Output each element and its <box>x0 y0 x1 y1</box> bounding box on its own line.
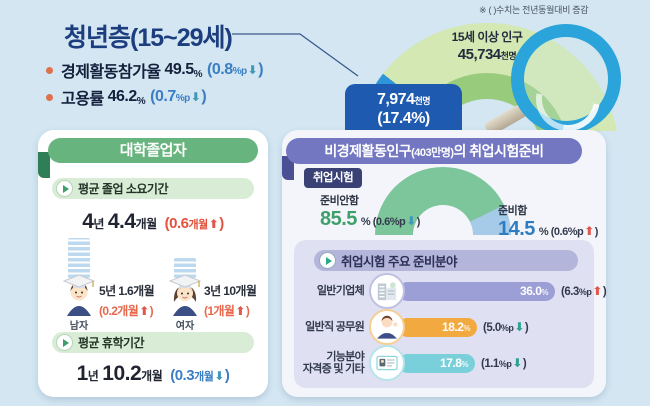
stat-change: (0.8%p⬇) <box>207 61 264 78</box>
not-preparing-stat: 준비안함 85.5 % (0.6%p⬇) <box>320 195 420 230</box>
youth-count-callout: 7,974천명 (17.4%) <box>345 84 462 131</box>
population-total-label: 15세 이상 인구 45,734천명 <box>407 28 567 63</box>
female-label: 여자 <box>175 321 195 332</box>
page-title: 청년층(15~29세) <box>64 24 233 52</box>
leave-duration-value: 1년 10.2개월 (0.3개월⬇) <box>76 362 230 385</box>
stat-participation-rate: 경제활동참가율 49.5 % (0.8%p⬇) <box>46 58 263 82</box>
male-duration-stack <box>68 238 90 278</box>
up-arrow-icon: ⬆ <box>235 304 245 318</box>
stat-value: 46.2 <box>107 88 138 105</box>
down-arrow-icon: ⬇ <box>247 63 258 77</box>
play-icon <box>57 181 72 196</box>
title-connector-line <box>232 33 359 77</box>
graduation-duration-value: 4년 4.4개월 (0.6개월⬆) <box>82 210 225 233</box>
section-label: 평균 휴학기간 <box>78 336 145 350</box>
bullet-icon <box>46 93 53 101</box>
up-arrow-icon: ⬆ <box>208 217 219 231</box>
population-donut-area: 15세 이상 인구 45,734천명 7,974천명 (17.4%) <box>0 0 650 131</box>
field-change: (6.3%p⬆) <box>561 284 607 298</box>
female-graduate-icon <box>168 274 202 316</box>
change-value: (0.3개월⬇) <box>170 367 230 384</box>
graduates-panel-title: 대학졸업자 <box>48 138 258 163</box>
stat-label: 경제활동참가율 <box>61 64 161 81</box>
preparing-stat: 준비함 14.5 % (0.6%p⬆) <box>498 205 598 240</box>
header-fold <box>38 152 50 178</box>
male-label: 남자 <box>69 321 89 332</box>
down-arrow-icon: ⬇ <box>406 214 416 228</box>
change-value: (0.6개월⬆) <box>164 215 225 232</box>
civil-servant-icon <box>369 309 405 345</box>
license-icon <box>369 345 405 381</box>
female-duration-stack <box>174 258 196 278</box>
up-arrow-icon: ⬆ <box>139 304 149 318</box>
field-label: 일반기업체 <box>316 285 365 297</box>
section-leave-duration: 평균 휴학기간 <box>52 332 254 353</box>
down-arrow-icon: ⬇ <box>514 320 524 334</box>
stat-label: 고용률 <box>61 91 104 108</box>
magnifier-icon <box>511 24 621 131</box>
bar-company: 36.0% <box>398 281 555 301</box>
field-label: 기능분야 자격증 및 기타 <box>302 351 365 375</box>
field-label: 일반직 공무원 <box>305 321 365 333</box>
down-arrow-icon: ⬇ <box>190 90 201 104</box>
male-change: (0.2개월⬆) <box>99 304 154 318</box>
section-label: 평균 졸업 소요기간 <box>78 182 169 196</box>
exam-panel-title: 비경제활동인구(403만명)의 취업시험준비 <box>286 138 582 164</box>
exam-prep-half-donut <box>375 167 511 236</box>
building-icon <box>369 273 405 309</box>
down-arrow-icon: ⬇ <box>214 369 224 383</box>
lens-highlight <box>523 54 613 131</box>
up-arrow-icon: ⬆ <box>584 224 594 238</box>
prep-fields-header: 취업시험 주요 준비분야 <box>314 250 578 271</box>
exam-badge: 취업시험 <box>304 168 362 188</box>
prep-fields-title: 취업시험 주요 준비분야 <box>341 255 457 269</box>
female-change: (1개월⬆) <box>204 304 250 318</box>
population-total-value: 45,734천명 <box>457 46 517 63</box>
male-duration-value: 5년 1.6개월 (0.2개월⬆) <box>99 284 155 318</box>
female-duration-value: 3년 10개월 (1개월⬆) <box>204 284 257 318</box>
youth-share-value: (17.4%) <box>377 110 430 127</box>
down-arrow-icon: ⬇ <box>512 356 522 370</box>
prep-fields-box: 취업시험 주요 준비분야 일반기업체 36.0% <box>294 240 607 388</box>
bar-civil-servant: 18.2% <box>398 317 477 337</box>
stat-value: 49.5 <box>164 61 195 78</box>
not-preparing-value: 85.5 <box>320 208 357 230</box>
footnote: ※ ( )수치는 전년동월대비 증감 <box>479 5 589 15</box>
field-row-license: 기능분야 자격증 및 기타 17.8% (1.1%p⬇) <box>302 344 590 382</box>
header-fold <box>282 156 294 180</box>
exam-prep-panel: 비경제활동인구(403만명)의 취업시험준비 취업시험 준비안함 85.5 % … <box>282 130 607 397</box>
preparing-value: 14.5 <box>498 218 535 240</box>
bullet-icon <box>46 66 53 74</box>
stat-change: (0.7%p⬇) <box>150 88 207 105</box>
play-icon <box>320 253 335 268</box>
field-change: (1.1%p⬇) <box>481 356 527 370</box>
field-row-company: 일반기업체 36.0% (6.3%p⬆) <box>302 272 607 310</box>
section-graduation-duration: 평균 졸업 소요기간 <box>52 178 254 199</box>
up-arrow-icon: ⬆ <box>592 284 602 298</box>
field-row-civil-servant: 일반직 공무원 18.2% (5.0%p⬇) <box>302 308 590 346</box>
stat-employment-rate: 고용률 46.2 % (0.7%p⬇) <box>46 85 207 109</box>
bar-license: 17.8% <box>398 353 475 373</box>
youth-count-value: 7,974천명 <box>376 91 431 108</box>
graduates-panel: 대학졸업자 평균 졸업 소요기간 4년 4.4개월 (0.6개월⬆) 남자 5년… <box>38 130 268 397</box>
male-graduate-icon <box>62 274 96 316</box>
field-change: (5.0%p⬇) <box>483 320 529 334</box>
play-icon <box>57 335 72 350</box>
population-total-title: 15세 이상 인구 <box>451 30 523 44</box>
